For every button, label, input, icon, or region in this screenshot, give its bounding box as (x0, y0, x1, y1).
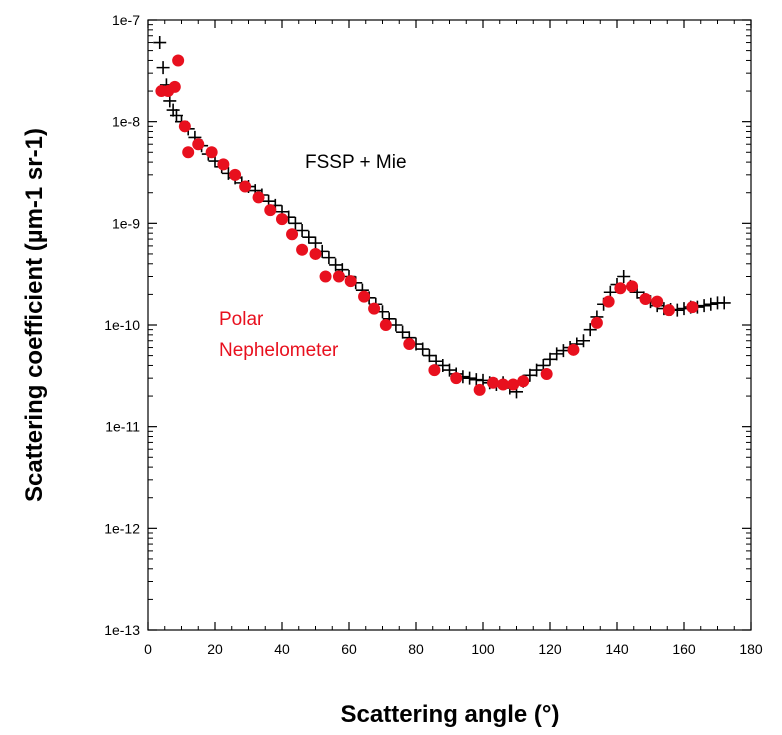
nephelometer-point (487, 376, 500, 389)
y-tick-label: 1e-7 (112, 12, 140, 28)
nephelometer-point (368, 302, 381, 315)
y-tick-label: 1e-13 (104, 622, 140, 638)
nephelometer-point (379, 319, 392, 331)
x-tick-label: 140 (605, 641, 629, 657)
y-tick-label: 1e-9 (112, 215, 140, 231)
fssp-mie-point (583, 323, 597, 337)
x-tick-label: 160 (672, 641, 696, 657)
fssp-mie-point (329, 258, 343, 272)
fssp-mie-point (523, 368, 537, 382)
x-tick-label: 60 (341, 641, 357, 657)
annotation-fssp-mie: FSSP + Mie (305, 152, 407, 173)
nephelometer-point (182, 146, 195, 159)
nephelometer-point (639, 293, 652, 306)
nephelometer-point (614, 282, 627, 295)
y-tick-label: 1e-10 (104, 317, 140, 333)
annotation-nephelometer: Nephelometer (219, 340, 339, 361)
annotation-polar: Polar (219, 309, 264, 330)
nephelometer-point (358, 290, 371, 303)
nephelometer-point (229, 168, 242, 181)
nephelometer-point (686, 301, 699, 314)
fssp-mie-point (697, 299, 711, 313)
fssp-mie-point (295, 224, 309, 238)
fssp-mie-point (288, 216, 302, 230)
y-axis: 1e-13 1e-12 1e-11 1e-10 1e-9 1e-8 1e-7 (104, 12, 751, 638)
x-tick-label: 100 (471, 641, 495, 657)
nephelometer-point (497, 378, 510, 391)
y-tick-label: 1e-8 (112, 114, 140, 130)
fssp-mie-point (153, 36, 167, 50)
fssp-mie-point (156, 61, 170, 75)
fssp-mie-point (396, 325, 410, 339)
fssp-mie-point (443, 363, 456, 377)
nephelometer-point (217, 158, 230, 171)
y-tick-label: 1e-11 (105, 419, 140, 435)
nephelometer-point (276, 213, 288, 226)
fssp-mie-point (422, 349, 436, 363)
fssp-mie-point (717, 296, 731, 310)
nephelometer-point (344, 275, 357, 288)
nephelometer-point (264, 204, 277, 217)
nephelometer-point (332, 270, 345, 283)
fssp-mie-point (704, 297, 718, 311)
x-tick-label: 120 (538, 641, 562, 657)
nephelometer-point (662, 304, 675, 317)
fssp-mie-point (463, 371, 477, 385)
nephelometer-point (590, 316, 603, 329)
nephelometer-point (252, 191, 265, 204)
fssp-mie-point (550, 347, 564, 361)
polar-nephelometer-series (155, 54, 699, 396)
nephelometer-point (517, 375, 530, 388)
fssp-mie-point (322, 251, 336, 265)
fssp-mie-point (530, 363, 544, 377)
nephelometer-point (403, 338, 416, 351)
nephelometer-point (309, 247, 322, 260)
nephelometer-point (192, 138, 205, 151)
y-axis-title: Scattering coefficient (µm-1 sr-1) (21, 128, 48, 502)
nephelometer-point (286, 228, 299, 241)
nephelometer-point (178, 120, 191, 133)
nephelometer-point (172, 54, 185, 67)
fssp-mie-point (166, 103, 180, 117)
nephelometer-point (567, 343, 580, 356)
x-tick-label: 20 (207, 641, 223, 657)
fssp-mie-point (416, 342, 430, 356)
nephelometer-point (507, 378, 520, 391)
minor-ticks (148, 20, 751, 630)
fssp-mie-point (302, 230, 316, 244)
nephelometer-point (540, 367, 553, 380)
x-tick-label: 40 (274, 641, 290, 657)
fssp-mie-point (577, 334, 590, 348)
y-tick-label: 1e-12 (104, 520, 140, 536)
nephelometer-point (651, 295, 664, 308)
fssp-mie-point (436, 358, 450, 372)
nephelometer-point (319, 270, 332, 283)
x-tick-label: 0 (144, 641, 152, 657)
fssp-mie-point (543, 352, 557, 366)
nephelometer-point (168, 80, 181, 93)
nephelometer-point (239, 180, 252, 193)
fssp-mie-point (309, 236, 322, 250)
x-tick-label: 180 (739, 641, 763, 657)
nephelometer-point (205, 146, 218, 159)
nephelometer-point (450, 372, 463, 385)
x-tick-label: 80 (408, 641, 424, 657)
x-axis: 0 20 40 60 80 100 120 140 160 180 (144, 20, 763, 657)
nephelometer-point (296, 243, 309, 256)
nephelometer-point (626, 280, 639, 293)
nephelometer-point (602, 295, 615, 308)
nephelometer-point (428, 364, 441, 377)
nephelometer-point (473, 383, 486, 396)
fssp-mie-point (617, 269, 631, 283)
fssp-mie-point (476, 373, 490, 387)
x-axis-title: Scattering angle (°) (341, 701, 560, 728)
